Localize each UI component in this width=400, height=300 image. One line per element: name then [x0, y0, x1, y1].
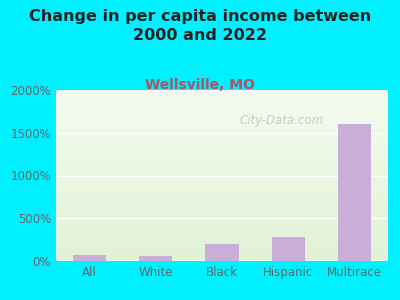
Bar [139, 256, 172, 261]
Text: Change in per capita income between
2000 and 2022: Change in per capita income between 2000… [29, 9, 371, 43]
Bar [272, 237, 305, 261]
Bar [206, 244, 238, 261]
Text: City-Data.com: City-Data.com [240, 114, 324, 127]
Bar [338, 124, 372, 261]
Bar [73, 255, 106, 261]
Text: Wellsville, MO: Wellsville, MO [145, 78, 255, 92]
